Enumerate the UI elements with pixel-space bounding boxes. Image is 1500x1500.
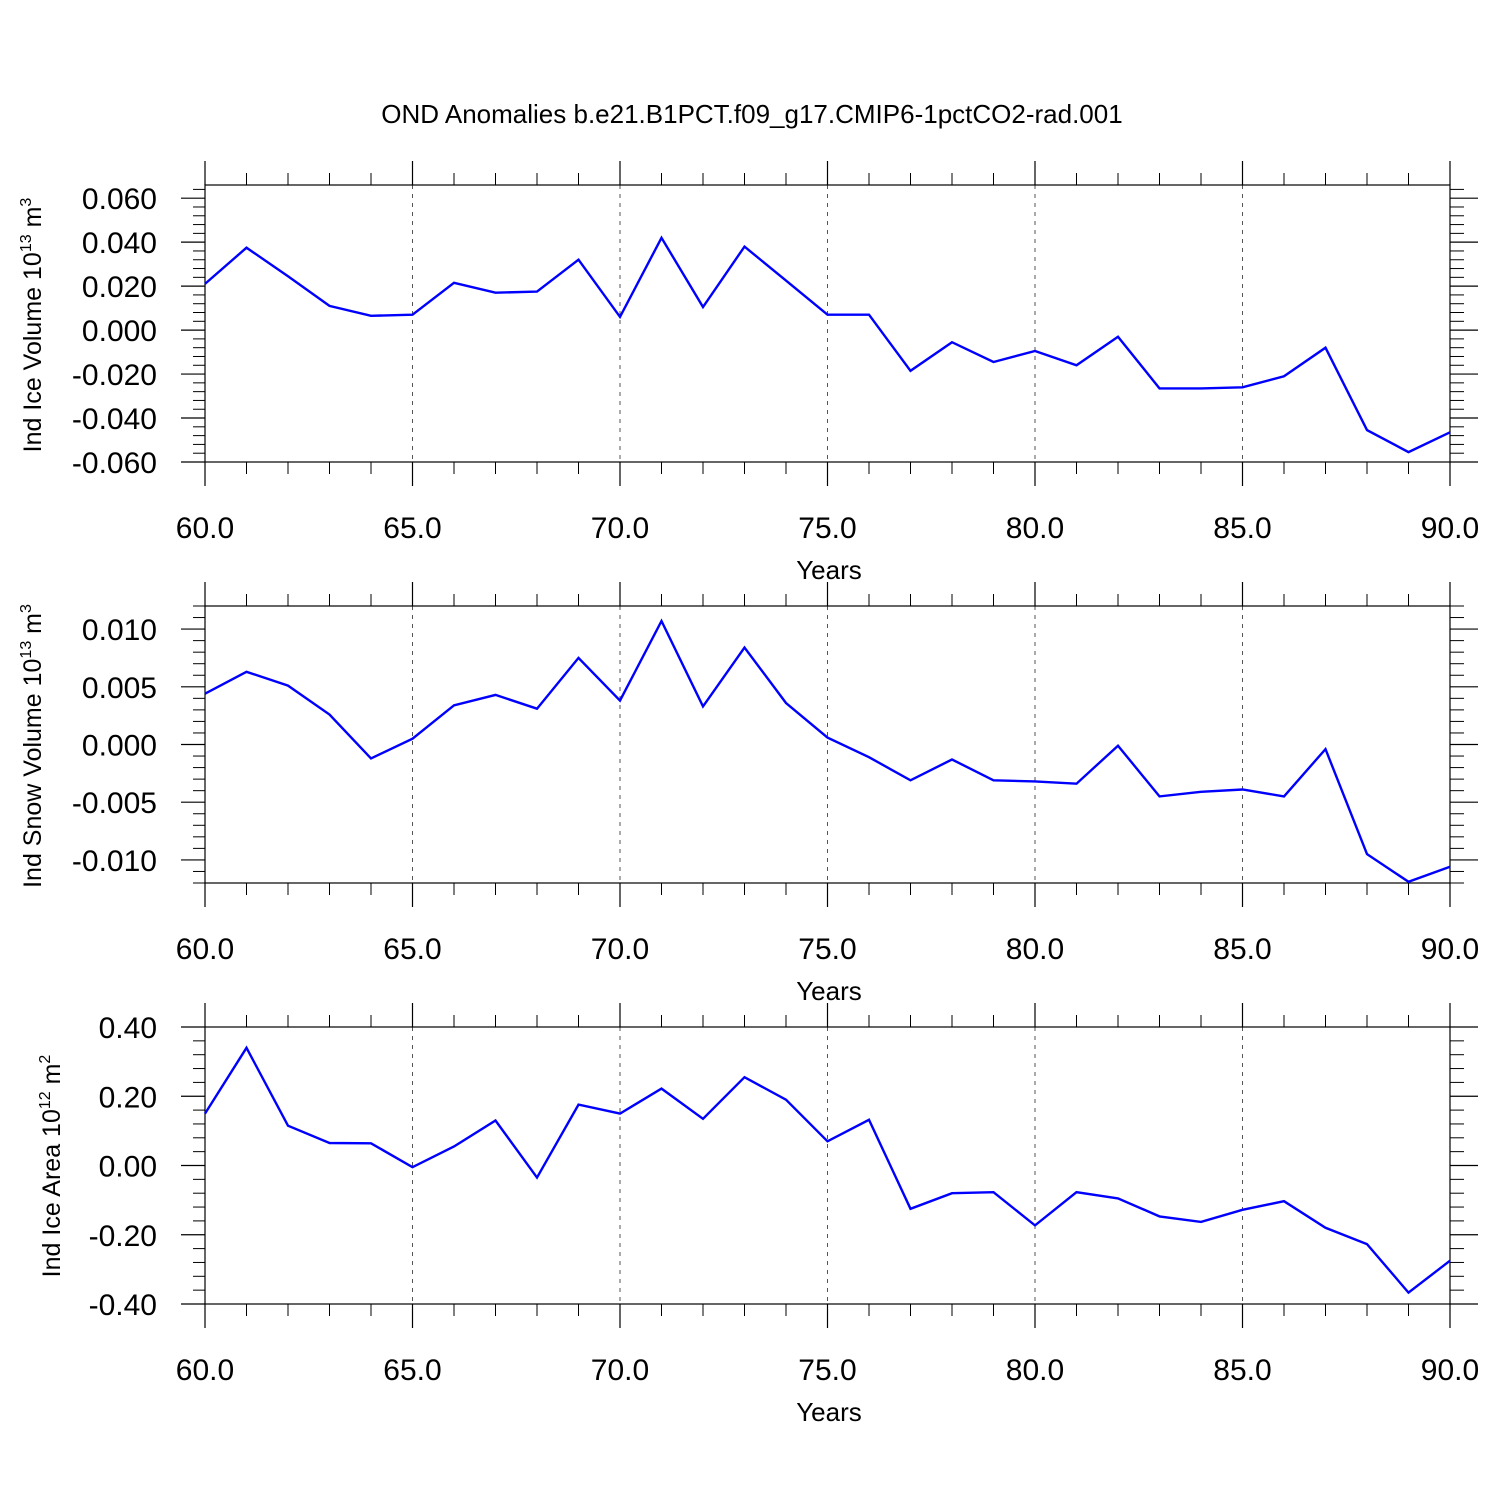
y-tick-label: -0.060: [72, 447, 157, 480]
panel-1-xlabel: Years: [796, 555, 862, 585]
x-tick-label: 80.0: [1006, 1354, 1064, 1387]
panel-1-series-line: [204, 235, 1451, 454]
panel-3-xtick-labels: 60.0 65.0 70.0 75.0 80.0 85.0 90.0: [176, 1354, 1479, 1387]
x-tick-label: 60.0: [176, 933, 234, 966]
x-tick-label: 65.0: [383, 1354, 441, 1387]
y-tick-label: -0.010: [72, 845, 157, 878]
x-tick-label: 75.0: [798, 512, 856, 545]
panel-2-grid: [412, 606, 1243, 883]
panel-1-grid: [412, 185, 1243, 462]
panel-1-ticks: [181, 161, 1478, 486]
y-tick-label: -0.040: [72, 403, 157, 436]
x-tick-label: 65.0: [383, 933, 441, 966]
panel-2-xtick-labels: 60.0 65.0 70.0 75.0 80.0 85.0 90.0: [176, 933, 1479, 966]
panel-3-series-line: [203, 1045, 1451, 1295]
panel-3-ytick-labels: -0.40 -0.20 0.00 0.20 0.40: [89, 1012, 157, 1322]
panel-1-ytick-labels: -0.060 -0.040 -0.020 0.000 0.020 0.040 0.060: [72, 183, 157, 480]
x-tick-label: 60.0: [176, 512, 234, 545]
panel-2-ylabel: Ind Snow Volume 1013 m3: [18, 604, 47, 888]
y-tick-label: 0.20: [99, 1081, 157, 1114]
x-tick-label: 65.0: [383, 512, 441, 545]
panel-1-xtick-labels: 60.0 65.0 70.0 75.0 80.0 85.0 90.0: [176, 512, 1479, 545]
x-tick-label: 80.0: [1006, 512, 1064, 545]
x-tick-label: 60.0: [176, 1354, 234, 1387]
x-tick-label: 70.0: [591, 933, 649, 966]
y-tick-label: 0.020: [82, 271, 157, 304]
x-tick-label: 85.0: [1213, 1354, 1271, 1387]
x-tick-label: 90.0: [1421, 933, 1479, 966]
y-tick-label: 0.040: [82, 227, 157, 260]
x-tick-label: 70.0: [591, 1354, 649, 1387]
x-tick-label: 90.0: [1421, 1354, 1479, 1387]
panel-2-frame: [204, 605, 1451, 884]
panel-2-series-line: [204, 618, 1451, 884]
panel-3-xlabel: Years: [796, 1397, 862, 1427]
y-tick-label: 0.000: [82, 315, 157, 348]
y-tick-label: 0.000: [82, 730, 157, 763]
y-tick-label: 0.00: [99, 1151, 157, 1184]
panel-1-ylabel: Ind Ice Volume 1013 m3: [18, 198, 47, 453]
figure-title: OND Anomalies b.e21.B1PCT.f09_g17.CMIP6-…: [381, 99, 1122, 129]
panel-ice-volume: -0.060 -0.040 -0.020 0.000 0.020 0.040 0.060 6…: [18, 161, 1479, 585]
panel-3-ticks: [181, 1003, 1478, 1328]
y-tick-label: -0.005: [72, 787, 157, 820]
y-tick-label: -0.20: [89, 1220, 157, 1253]
panel-2-xlabel: Years: [796, 976, 862, 1006]
panel-2-ticks: [181, 582, 1478, 907]
y-tick-label: -0.020: [72, 359, 157, 392]
panel-snow-volume: -0.010 -0.005 0.000 0.005 0.010 60.0 65.0 70.0…: [18, 582, 1479, 1006]
x-tick-label: 75.0: [798, 1354, 856, 1387]
panel-1-frame: [204, 184, 1451, 463]
y-tick-label: 0.005: [82, 672, 157, 705]
y-tick-label: 0.40: [99, 1012, 157, 1045]
panel-ice-area: -0.40 -0.20 0.00 0.20 0.40 60.0 65.0 70.0 75.0 8…: [37, 1003, 1479, 1427]
panel-3-frame: [204, 1026, 1451, 1305]
x-tick-label: 90.0: [1421, 512, 1479, 545]
x-tick-label: 85.0: [1213, 512, 1271, 545]
y-tick-label: 0.010: [82, 614, 157, 647]
x-tick-label: 70.0: [591, 512, 649, 545]
x-tick-label: 75.0: [798, 933, 856, 966]
y-tick-label: -0.40: [89, 1289, 157, 1322]
panel-3-ylabel: Ind Ice Area 1012 m2: [37, 1055, 66, 1278]
y-tick-label: 0.060: [82, 183, 157, 216]
x-tick-label: 85.0: [1213, 933, 1271, 966]
x-tick-label: 80.0: [1006, 933, 1064, 966]
panel-2-ytick-labels: -0.010 -0.005 0.000 0.005 0.010: [72, 614, 157, 878]
panel-3-grid: [412, 1027, 1243, 1304]
